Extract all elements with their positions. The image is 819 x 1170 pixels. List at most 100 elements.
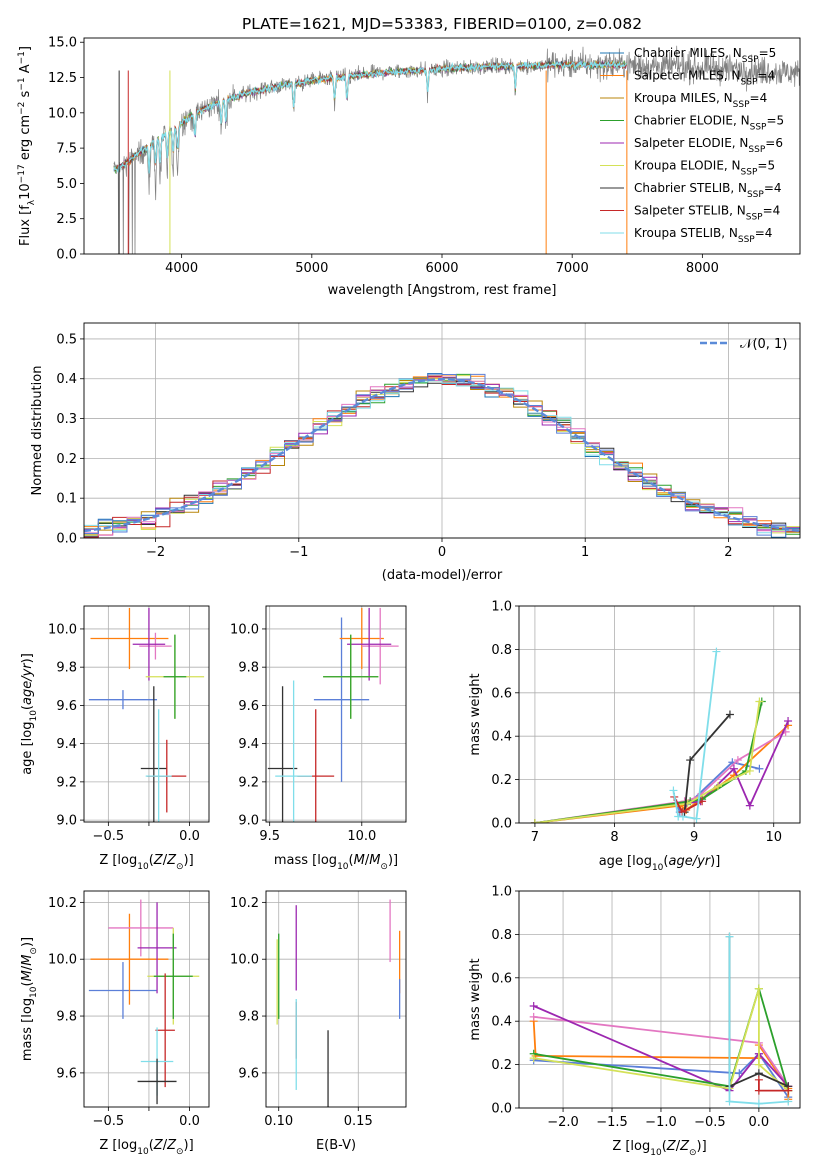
axes-frame [518,890,801,1109]
axes-frame [83,605,210,823]
weight-marker [754,1060,763,1069]
grid [266,606,406,822]
model-spectrum [113,60,627,174]
plot-area [276,899,401,1107]
y-axis-label: mass weight [468,673,483,755]
xtick-label: 9.5 [259,829,280,844]
weight-marker [529,1002,538,1011]
ytick-label: 0.6 [491,971,512,986]
ytick-label: 0.0 [56,532,77,547]
xtick-label: 0.0 [749,1115,770,1130]
weight-marker [755,697,764,706]
x-axis-label: Z [log10(Z/Z⊙)] [99,1138,193,1157]
weight-marker [733,756,742,765]
weight-marker [712,647,721,656]
histogram-series [84,373,800,538]
x-axis-label: age [log10(age/yr)] [599,854,721,873]
x-axis-label: wavelength [Angstrom, rest frame] [328,283,557,298]
xtick-label: 4000 [165,261,198,276]
panel-age_vs_mass: 9.5 10.0 9.0 9.2 9.4 9.6 9.8 10.0 mass [log10(M/… [230,605,407,872]
xtick-label: −2.0 [547,1115,579,1130]
ytick-label: 9.4 [238,737,259,752]
ytick-label: 9.8 [238,661,259,676]
y-axis-label: Flux [fλ10−17 erg cm−2 s−1 A−1] [17,46,37,246]
xtick-label: 5000 [295,261,328,276]
axes-frame [265,605,407,823]
xtick-label: −2 [146,545,165,560]
weight-marker [692,814,701,823]
figure-title: PLATE=1621, MJD=53383, FIBERID=0100, z=0… [242,15,642,33]
ytick-label: 7.5 [56,142,77,157]
normal-curve [84,377,800,533]
weight-series [534,701,763,823]
plot-area [88,607,205,822]
xtick-label: 7000 [556,261,589,276]
ytick-label: 0.2 [491,773,512,788]
plot-area [267,607,399,822]
x-axis-label: E(B-V) [316,1138,356,1153]
weight-marker [729,764,738,773]
weight-marker [686,756,695,765]
y-axis-label: mass weight [468,958,483,1040]
xtick-label: 0.0 [179,1114,200,1129]
xtick-label: 10 [765,830,782,845]
ytick-label: 0.4 [491,1015,512,1030]
ytick-label: 9.8 [56,661,77,676]
ytick-label: 9.0 [238,814,259,829]
ytick-label: 9.0 [56,814,77,829]
legend-entry: Salpeter MILES, NSSP=4 [634,69,775,88]
legend-entry: Kroupa STELIB, NSSP=4 [634,226,772,245]
xtick-label: 2 [724,545,732,560]
weight-marker [784,1086,793,1095]
weight-marker [754,984,763,993]
legend-entry: Kroupa ELODIE, NSSP=5 [634,159,775,178]
ytick-label: 12.5 [48,71,77,86]
weight-marker [735,1069,744,1078]
weight-marker [530,819,539,823]
ytick-label: 10.0 [48,953,77,968]
grid [84,606,209,822]
xtick-label: −0.5 [93,829,125,844]
panel-mass_vs_ebv: 0.10 0.15 9.6 9.8 10.0 10.2 E(B-V) [230,890,407,1153]
weight-marker [745,801,754,810]
panel-weight_vs_age: 7 8 9 10 0.0 0.2 0.4 0.6 0.8 1.0 age [log10(age/yr… [468,600,801,873]
ytick-label: 0.3 [56,412,77,427]
plot-area [530,647,793,823]
ytick-label: 0.0 [491,1102,512,1117]
ytick-label: 0.4 [491,730,512,745]
ytick-label: 0.0 [56,248,77,263]
weight-marker [678,812,687,821]
xtick-label: 0.10 [264,1114,293,1129]
xtick-label: 8 [610,830,618,845]
ytick-label: 0.0 [491,817,512,832]
ytick-label: 10.0 [48,106,77,121]
plot-area [84,373,800,538]
ytick-label: 10.0 [230,622,259,637]
legend-entry: Salpeter STELIB, NSSP=4 [634,204,780,223]
xtick-label: 1 [581,545,589,560]
ytick-label: 0.8 [491,643,512,658]
ytick-label: 9.6 [238,699,259,714]
ytick-label: 0.5 [56,332,77,347]
ytick-label: 10.0 [230,953,259,968]
axes-frame [83,37,801,255]
ytick-label: 1.0 [491,600,512,615]
weight-marker [754,1086,763,1095]
ytick-label: 0.1 [56,492,77,507]
panel-mass_vs_Z: −0.5 0.0 9.6 9.8 10.0 10.2 Z [log10(Z/Z⊙)] mass… [20,890,210,1157]
weight-marker [784,1097,793,1106]
axes-frame [518,605,801,824]
plot-area [529,932,793,1108]
plot-area [88,899,200,1105]
weight-marker [529,1054,538,1063]
x-axis-label: (data-model)/error [382,568,503,583]
ytick-label: 2.5 [56,212,77,227]
ytick-label: 9.4 [56,737,77,752]
x-axis-label: Z [log10(Z/Z⊙)] [612,1139,706,1158]
xtick-label: −0.5 [694,1115,726,1130]
axes-frame [265,890,407,1108]
ytick-label: 10.2 [230,896,259,911]
weight-series [728,936,789,1105]
weight-marker [529,1012,538,1021]
weight-series [534,731,787,823]
